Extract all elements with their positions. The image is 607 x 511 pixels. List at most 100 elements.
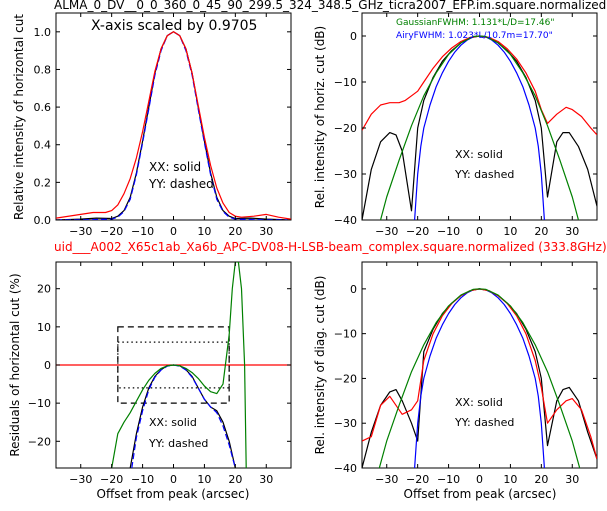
x-tick-label: −10 xyxy=(437,225,460,238)
x-tick-label: 0 xyxy=(170,473,177,486)
x-tick-label: 0 xyxy=(476,225,483,238)
red-series-line xyxy=(56,31,291,220)
y-axis-label: Relative intensity of horizontal cut xyxy=(12,14,26,220)
x-tick-label: −30 xyxy=(69,473,92,486)
legend-yy: YY: dashed xyxy=(454,168,514,181)
y-tick-label: 0 xyxy=(350,283,357,296)
y-tick-label: 10 xyxy=(37,321,51,334)
legend-xx: XX: solid xyxy=(149,416,197,429)
green-series-line xyxy=(379,35,580,220)
x-tick-label: −20 xyxy=(406,473,429,486)
y-tick-label: 0.8 xyxy=(34,63,52,76)
legend-xx: XX: solid xyxy=(149,160,201,174)
series-layer xyxy=(362,35,597,220)
y-tick-label: 0.2 xyxy=(34,176,52,189)
x-axis-label: Offset from peak (arcsec) xyxy=(97,487,250,501)
y-tick-label: −10 xyxy=(334,76,357,89)
series-layer xyxy=(56,31,291,220)
blue-series-line xyxy=(414,35,545,220)
y-axis-label: Rel. intensity of diag. cut (dB) xyxy=(313,276,327,455)
black-series-line xyxy=(56,31,291,220)
y-tick-label: −30 xyxy=(334,417,357,430)
plot-diagonal-cut-db: −30 −20 −10 0 10 20 30 −40 −30 −20 −10 0 Rel. inte… xyxy=(313,261,598,501)
x-tick-layer: −30 −20 −10 0 10 20 30 xyxy=(375,262,579,486)
y-tick-label: 1.0 xyxy=(34,26,52,39)
dotted-reference-box xyxy=(117,341,230,389)
blue-series-line xyxy=(414,288,545,468)
x-tick-label: −10 xyxy=(131,473,154,486)
y-tick-label: −10 xyxy=(28,397,51,410)
blue-series-line xyxy=(131,364,236,468)
y-tick-label: −20 xyxy=(28,435,51,448)
y-tick-label: −40 xyxy=(334,214,357,227)
y-tick-label: −20 xyxy=(334,372,357,385)
x-tick-label: −30 xyxy=(69,225,92,238)
y-tick-label: −30 xyxy=(334,168,357,181)
y-tick-label: −20 xyxy=(334,122,357,135)
legend-yy: YY: dashed xyxy=(148,177,214,191)
y-tick-label: 0.6 xyxy=(34,101,52,114)
y-tick-layer: 0.0 0.2 0.4 0.6 0.8 1.0 xyxy=(34,26,291,227)
legend-xx: XX: solid xyxy=(455,148,503,161)
gaussian-fwhm-note: GaussianFWHM: 1.131*L/D=17.46" xyxy=(396,18,554,28)
x-tick-label: −30 xyxy=(375,473,398,486)
y-tick-label: 0 xyxy=(44,359,51,372)
x-tick-label: 30 xyxy=(565,225,579,238)
plot-horizontal-cut: −30 −20 −10 0 10 20 30 0.0 0.2 0.4 0.6 0.8 1.0 Rela… xyxy=(12,12,292,238)
x-tick-label: 10 xyxy=(503,473,517,486)
airy-fwhm-note: AiryFWHM: 1.023*L/10.7m=17.70" xyxy=(396,31,553,41)
y-tick-layer: −40 −30 −20 −10 0 xyxy=(334,283,597,475)
x-tick-label: 30 xyxy=(565,473,579,486)
x-tick-label: 10 xyxy=(197,225,211,238)
plot-frame xyxy=(361,12,598,221)
x-tick-label: 0 xyxy=(170,225,177,238)
plot-horizontal-cut-db: −30 −20 −10 0 10 20 30 −40 −30 −20 −10 0 Rel. inte… xyxy=(313,12,598,238)
series-layer xyxy=(56,262,291,468)
y-axis-label: Rel. intensity of horiz. cut (dB) xyxy=(313,26,327,208)
y-tick-label: 0 xyxy=(350,30,357,43)
x-tick-label: 10 xyxy=(197,473,211,486)
x-tick-label: −20 xyxy=(100,473,123,486)
legend-yy: YY: dashed xyxy=(148,437,208,450)
y-tick-label: −10 xyxy=(334,328,357,341)
y-tick-label: 0.4 xyxy=(34,139,52,152)
x-tick-label: 20 xyxy=(228,473,242,486)
x-tick-label: −30 xyxy=(375,225,398,238)
plot-residuals: −30 −20 −10 0 10 20 30 −20 −10 0 10 20 Residuals o… xyxy=(8,261,292,501)
scale-note: X-axis scaled by 0.9705 xyxy=(91,18,257,34)
blue-series-line xyxy=(56,31,291,220)
y-tick-label: 0.0 xyxy=(34,214,52,227)
y-tick-label: −40 xyxy=(334,462,357,475)
x-tick-layer: −30 −20 −10 0 10 20 30 xyxy=(69,262,273,486)
x-axis-label: Offset from peak (arcsec) xyxy=(404,487,557,501)
y-tick-label: 20 xyxy=(37,283,51,296)
legend-xx: XX: solid xyxy=(455,396,503,409)
x-tick-label: 30 xyxy=(259,473,273,486)
x-tick-layer: −30 −20 −10 0 10 20 30 xyxy=(69,13,273,238)
x-tick-label: 20 xyxy=(534,473,548,486)
x-tick-label: 10 xyxy=(503,225,517,238)
red-series-line xyxy=(362,35,597,136)
figure-title-middle: uid___A002_X65c1ab_Xa6b_APC-DV08-H-LSB-b… xyxy=(54,240,607,254)
dashed-reference-box xyxy=(117,326,230,404)
x-tick-label: −20 xyxy=(406,225,429,238)
green-series-line xyxy=(111,262,247,468)
x-tick-label: 20 xyxy=(228,225,242,238)
x-tick-label: 20 xyxy=(534,225,548,238)
x-tick-label: 30 xyxy=(259,225,273,238)
green-series-line xyxy=(378,288,581,468)
figure-title-top: ALMA_0_DV__0_0_360_0_45_90_299.5_324_348… xyxy=(54,0,606,12)
y-tick-layer: −40 −30 −20 −10 0 xyxy=(334,30,597,227)
y-tick-layer: −20 −10 0 10 20 xyxy=(28,283,291,448)
black-series-line xyxy=(362,35,597,220)
plot-frame xyxy=(361,261,598,469)
x-tick-label: −10 xyxy=(131,225,154,238)
black-series-line xyxy=(362,288,597,468)
red-series-line xyxy=(362,288,597,460)
y-axis-label: Residuals of horizontal cut (%) xyxy=(8,273,22,456)
x-tick-layer: −30 −20 −10 0 10 20 30 xyxy=(375,13,579,238)
x-tick-label: 0 xyxy=(476,473,483,486)
legend-yy: YY: dashed xyxy=(454,416,514,429)
box-layer xyxy=(117,326,230,404)
